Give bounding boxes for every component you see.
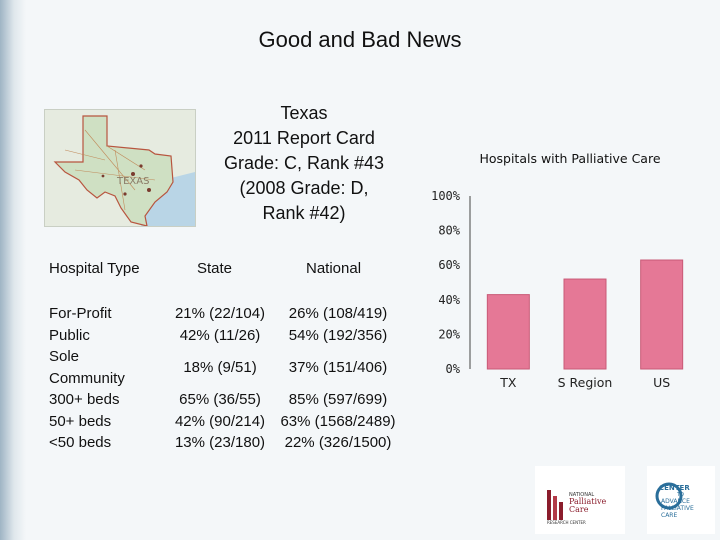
y-tick-label: 80% [438,224,460,238]
bar-chart-svg: 0% 20% 40% 60% 80% 100% TX S Region US [431,189,684,390]
bar-chart: 0% 20% 40% 60% 80% 100% TX S Region US [420,180,710,405]
report-card-text: Texas 2011 Report Card Grade: C, Rank #4… [204,101,404,226]
y-tick-label: 40% [438,293,460,307]
state-values: 21% (22/104) 42% (11/26) 18% (9/51) 65% … [160,303,280,454]
svg-text:TO: TO [676,492,684,498]
y-tick-label: 60% [438,258,460,272]
x-category-label: US [653,375,670,390]
map-state-label: TEXAS [116,176,149,187]
header-hospital-type: Hospital Type [49,260,140,277]
national-value: 54% (192/356) [288,326,388,344]
x-category-label: S Region [558,375,613,390]
state-value: 42% (90/214) [174,412,266,430]
svg-text:ADVANCE: ADVANCE [661,498,690,505]
state-value: 13% (23/180) [174,434,266,451]
texas-map-image: TEXAS [44,109,196,227]
national-value: 22% (326/1500) [284,434,392,451]
bar [640,259,684,370]
type-public: Public [49,326,90,344]
national-value: 26% (108/419) [288,305,388,322]
bar [486,294,530,370]
type-for-profit: For-Profit [49,305,112,322]
type-sole-community: Sole Community [49,348,125,387]
state-value: 18% (9/51) [183,359,257,376]
type-50-beds: 50+ beds [49,412,112,430]
state-value: 65% (36/55) [179,391,261,408]
svg-text:CENTER: CENTER [659,484,690,492]
npcrc-logo: NATIONAL Palliative Care RESEARCH CENTER [535,466,625,534]
national-value: 85% (597/699) [288,391,388,408]
svg-text:NATIONAL: NATIONAL [569,492,594,498]
state-value: 21% (22/104) [174,305,266,322]
type-300-beds: 300+ beds [49,391,120,408]
state-value: 42% (11/26) [179,326,261,344]
bar [563,278,607,370]
header-national: National [306,260,362,277]
x-category-label: TX [499,375,517,390]
y-tick-label: 20% [438,327,460,341]
national-value: 63% (1568/2489) [280,412,396,430]
y-tick-label: 0% [446,362,461,376]
y-tick-label: 100% [431,189,461,203]
header-state: State [197,260,233,277]
svg-text:Care: Care [569,505,589,514]
report-line: 2011 Report Card [233,128,375,148]
slide-title: Good and Bad News [258,27,462,52]
report-line: Grade: C, Rank #43 [223,153,385,173]
chart-title: Hospitals with Palliative Care [479,151,661,166]
type-under-50-beds: <50 beds [49,434,112,451]
svg-text:RESEARCH CENTER: RESEARCH CENTER [547,520,586,525]
hospital-type-list: For-Profit Public Sole Community 300+ be… [49,303,149,454]
svg-text:Palliative: Palliative [569,497,607,506]
report-line: Rank #42) [262,203,346,223]
national-values: 26% (108/419) 54% (192/356) 37% (151/406… [276,303,400,454]
svg-text:CARE: CARE [661,512,677,519]
report-line: (2008 Grade: D, [239,178,369,198]
national-value: 37% (151/406) [288,359,388,376]
report-line: Texas [280,103,328,123]
capc-logo: CENTER TO ADVANCE PALLIATIVE CARE [647,466,715,534]
svg-text:PALLIATIVE: PALLIATIVE [661,505,694,512]
